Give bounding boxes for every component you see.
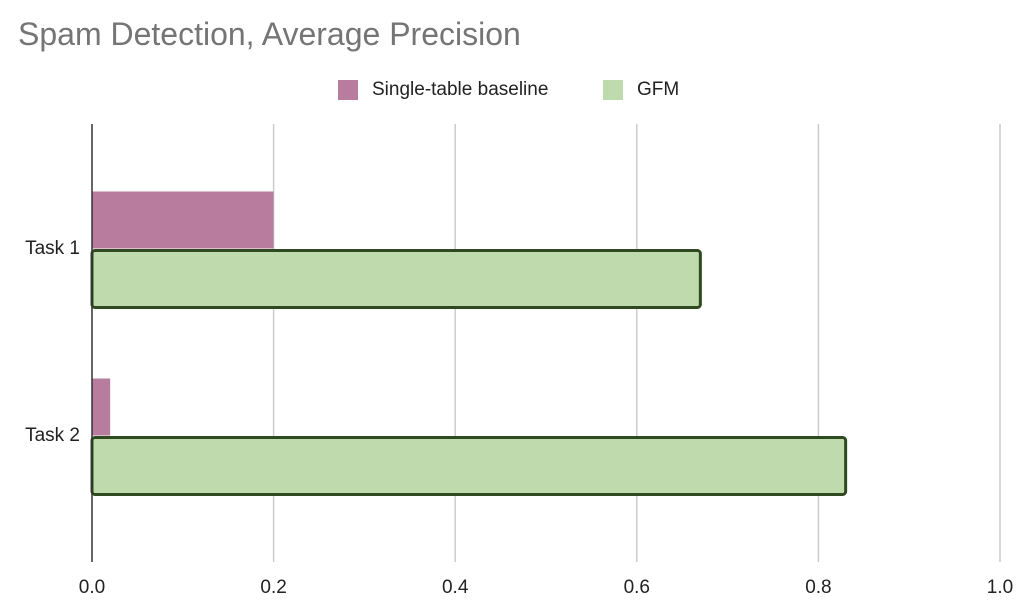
bar-gfm-task-1 <box>90 249 702 309</box>
x-tick-label-3: 0.6 <box>624 577 650 598</box>
bar-baseline-task-2 <box>92 378 111 436</box>
category-label-task-2: Task 2 <box>25 425 80 446</box>
bar-baseline-task-1 <box>92 191 274 249</box>
x-tick-label-0: 0.0 <box>79 577 105 598</box>
x-tick-label-2: 0.4 <box>442 577 469 598</box>
legend-item-baseline: Single-table baseline <box>338 76 548 104</box>
chart-title: Spam Detection, Average Precision <box>18 16 521 52</box>
legend: Single-table baseline GFM <box>0 76 1024 104</box>
bar-gfm-task-2 <box>90 436 848 496</box>
x-tick-label-5: 1.0 <box>987 577 1013 598</box>
x-tick-label-1: 0.2 <box>260 577 286 598</box>
legend-item-gfm: GFM <box>603 76 679 104</box>
category-label-task-1: Task 1 <box>25 238 80 259</box>
legend-swatch-baseline <box>338 80 358 100</box>
legend-label-baseline: Single-table baseline <box>372 79 549 100</box>
legend-label-gfm: GFM <box>637 79 680 100</box>
legend-swatch-gfm <box>603 80 623 100</box>
x-tick-label-4: 0.8 <box>805 577 831 598</box>
